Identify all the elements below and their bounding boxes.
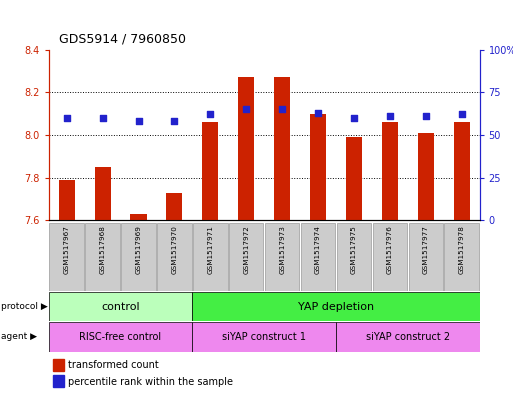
Text: YAP depletion: YAP depletion xyxy=(298,302,374,312)
Point xyxy=(422,113,430,119)
Bar xyxy=(49,223,84,290)
Bar xyxy=(265,223,300,290)
Bar xyxy=(337,223,371,290)
Bar xyxy=(310,114,326,220)
Bar xyxy=(372,223,407,290)
Bar xyxy=(301,223,336,290)
Point xyxy=(63,115,71,121)
Bar xyxy=(49,322,192,352)
Bar xyxy=(58,180,75,220)
Text: percentile rank within the sample: percentile rank within the sample xyxy=(68,377,233,387)
Point xyxy=(242,106,250,112)
Bar xyxy=(192,292,480,321)
Bar xyxy=(229,223,264,290)
Text: GSM1517975: GSM1517975 xyxy=(351,225,357,274)
Text: siYAP construct 1: siYAP construct 1 xyxy=(222,332,306,342)
Text: GSM1517977: GSM1517977 xyxy=(423,225,429,274)
Bar xyxy=(157,223,192,290)
Text: siYAP construct 2: siYAP construct 2 xyxy=(366,332,450,342)
Point xyxy=(134,118,143,125)
Text: GSM1517970: GSM1517970 xyxy=(171,225,177,274)
Text: GSM1517968: GSM1517968 xyxy=(100,225,106,274)
Text: transformed count: transformed count xyxy=(68,360,159,370)
Point xyxy=(350,115,358,121)
Point xyxy=(278,106,286,112)
Bar xyxy=(53,358,64,371)
Bar xyxy=(121,223,156,290)
Point xyxy=(386,113,394,119)
Text: protocol ▶: protocol ▶ xyxy=(1,302,47,311)
Bar xyxy=(192,322,336,352)
Text: GDS5914 / 7960850: GDS5914 / 7960850 xyxy=(59,33,186,46)
Text: GSM1517972: GSM1517972 xyxy=(243,225,249,274)
Text: RISC-free control: RISC-free control xyxy=(80,332,162,342)
Text: GSM1517978: GSM1517978 xyxy=(459,225,465,274)
Bar xyxy=(193,223,228,290)
Bar xyxy=(202,122,219,220)
Point xyxy=(170,118,179,125)
Bar xyxy=(453,122,470,220)
Bar xyxy=(166,193,183,220)
Bar xyxy=(346,137,362,220)
Point xyxy=(98,115,107,121)
Text: GSM1517969: GSM1517969 xyxy=(135,225,142,274)
Text: GSM1517974: GSM1517974 xyxy=(315,225,321,274)
Text: GSM1517973: GSM1517973 xyxy=(279,225,285,274)
Bar xyxy=(94,167,111,220)
Bar xyxy=(382,122,398,220)
Point xyxy=(458,111,466,118)
Bar xyxy=(336,322,480,352)
Text: GSM1517976: GSM1517976 xyxy=(387,225,393,274)
Text: agent ▶: agent ▶ xyxy=(1,332,36,342)
Text: GSM1517971: GSM1517971 xyxy=(207,225,213,274)
Text: GSM1517967: GSM1517967 xyxy=(64,225,70,274)
Bar xyxy=(418,133,434,220)
Bar xyxy=(444,223,479,290)
Bar xyxy=(274,77,290,220)
Point xyxy=(314,110,322,116)
Bar xyxy=(53,375,64,387)
Bar xyxy=(130,214,147,220)
Bar xyxy=(238,77,254,220)
Bar xyxy=(85,223,120,290)
Bar xyxy=(49,292,192,321)
Text: control: control xyxy=(101,302,140,312)
Point xyxy=(206,111,214,118)
Bar xyxy=(408,223,443,290)
